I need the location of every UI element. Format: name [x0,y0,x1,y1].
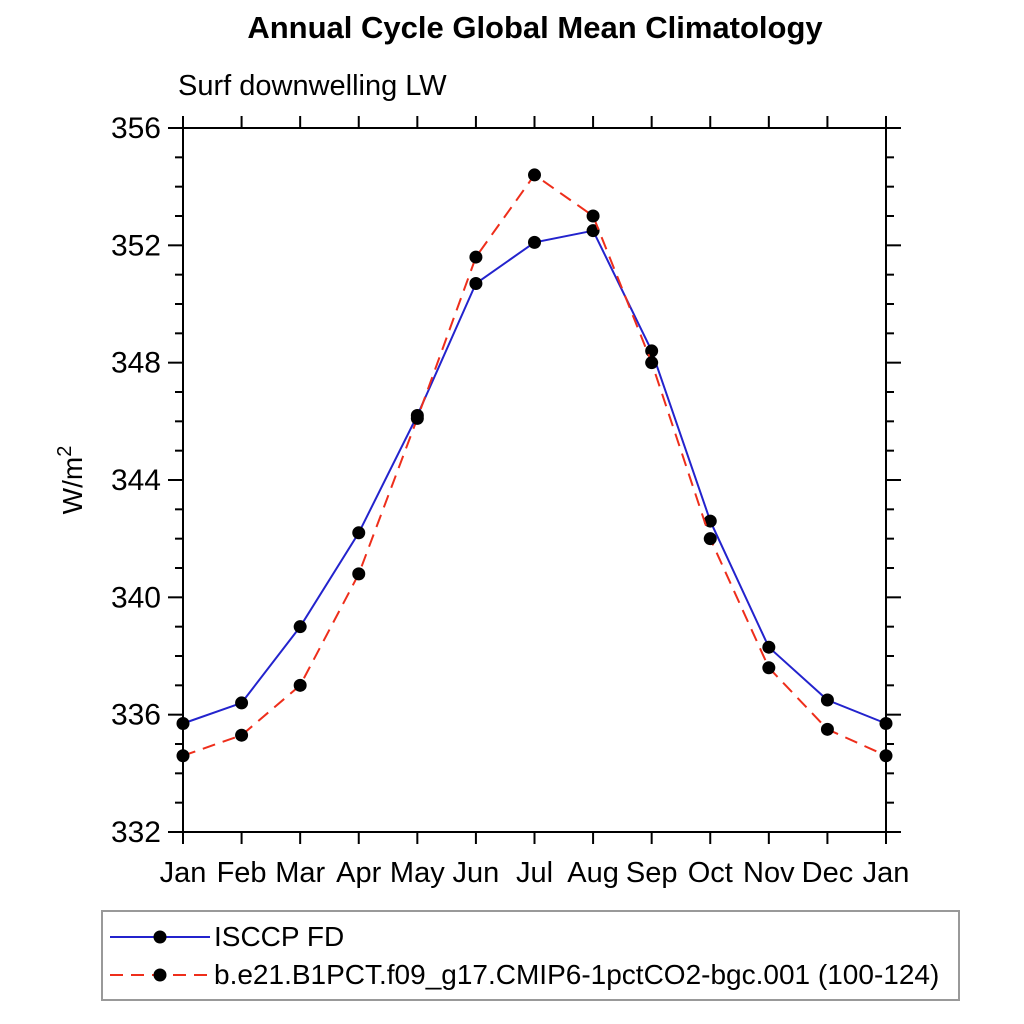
x-tick-label: Aug [567,857,619,889]
y-tick-label: 336 [111,699,161,732]
data-point [586,209,600,223]
legend-item: ISCCP FD [103,918,958,956]
data-point [528,235,541,249]
y-tick-label: 344 [111,464,161,497]
legend: ISCCP FD b.e21.B1PCT.f09_g17.CMIP6-1pctCO… [101,910,960,1001]
data-point [352,567,366,581]
y-axis-title: W/m2 [54,446,88,515]
y-tick-label: 340 [111,581,161,614]
data-point [586,224,600,238]
data-point [820,722,834,736]
series-line-0 [182,229,887,725]
legend-label: b.e21.B1PCT.f09_g17.CMIP6-1pctCO2-bgc.00… [214,959,940,990]
data-point [176,716,190,730]
y-tick-label: 352 [111,229,161,262]
legend-label: ISCCP FD [214,921,345,952]
x-tick-label: Feb [217,857,267,889]
chart-title: Annual Cycle Global Mean Climatology [247,10,823,45]
data-point [293,620,307,634]
data-point [528,168,541,182]
x-tick-label: Nov [743,857,795,889]
data-point [703,532,717,546]
data-point [879,716,893,730]
data-point [293,678,307,692]
legend-dot-icon [153,968,167,982]
data-point [410,411,424,425]
x-tick-label: Jan [863,857,910,889]
data-point [762,640,776,654]
x-tick-label: Mar [275,857,325,889]
plot-area: Jan Feb Mar Apr May Jun Jul Aug Sep Oct Nov Dec Jan 3… [54,112,910,889]
data-point [762,661,776,675]
y-axis-title-exponent: 2 [54,446,76,457]
x-tick-label: Sep [626,857,678,889]
data-point [235,728,249,742]
y-tick-label: 348 [111,347,161,380]
solid-line-marker-icon [110,930,210,944]
y-tick-label: 356 [111,112,161,145]
data-point [645,356,659,370]
data-point [469,250,483,264]
data-point [645,344,659,358]
data-point [469,276,483,290]
data-point [879,749,893,763]
data-point [703,514,717,528]
data-point [352,526,366,540]
legend-item: b.e21.B1PCT.f09_g17.CMIP6-1pctCO2-bgc.00… [103,956,958,994]
chart-subtitle: Surf downwelling LW [178,70,447,102]
x-tick-label: Jul [516,857,553,889]
x-tick-label: Dec [802,857,854,889]
data-point [235,696,249,710]
data-point [820,693,834,707]
x-tick-label: Apr [336,857,381,889]
x-tick-label: Oct [688,857,733,889]
dashed-line-marker-icon [110,968,210,982]
x-tick-label: Jan [160,857,207,889]
x-tick-label: Jun [453,857,500,889]
y-tick-label: 332 [111,816,161,849]
x-tick-label: May [390,857,445,889]
series-line-1 [182,173,887,757]
axis-frame [182,127,887,833]
legend-dot-icon [153,930,167,944]
data-point [176,749,190,763]
